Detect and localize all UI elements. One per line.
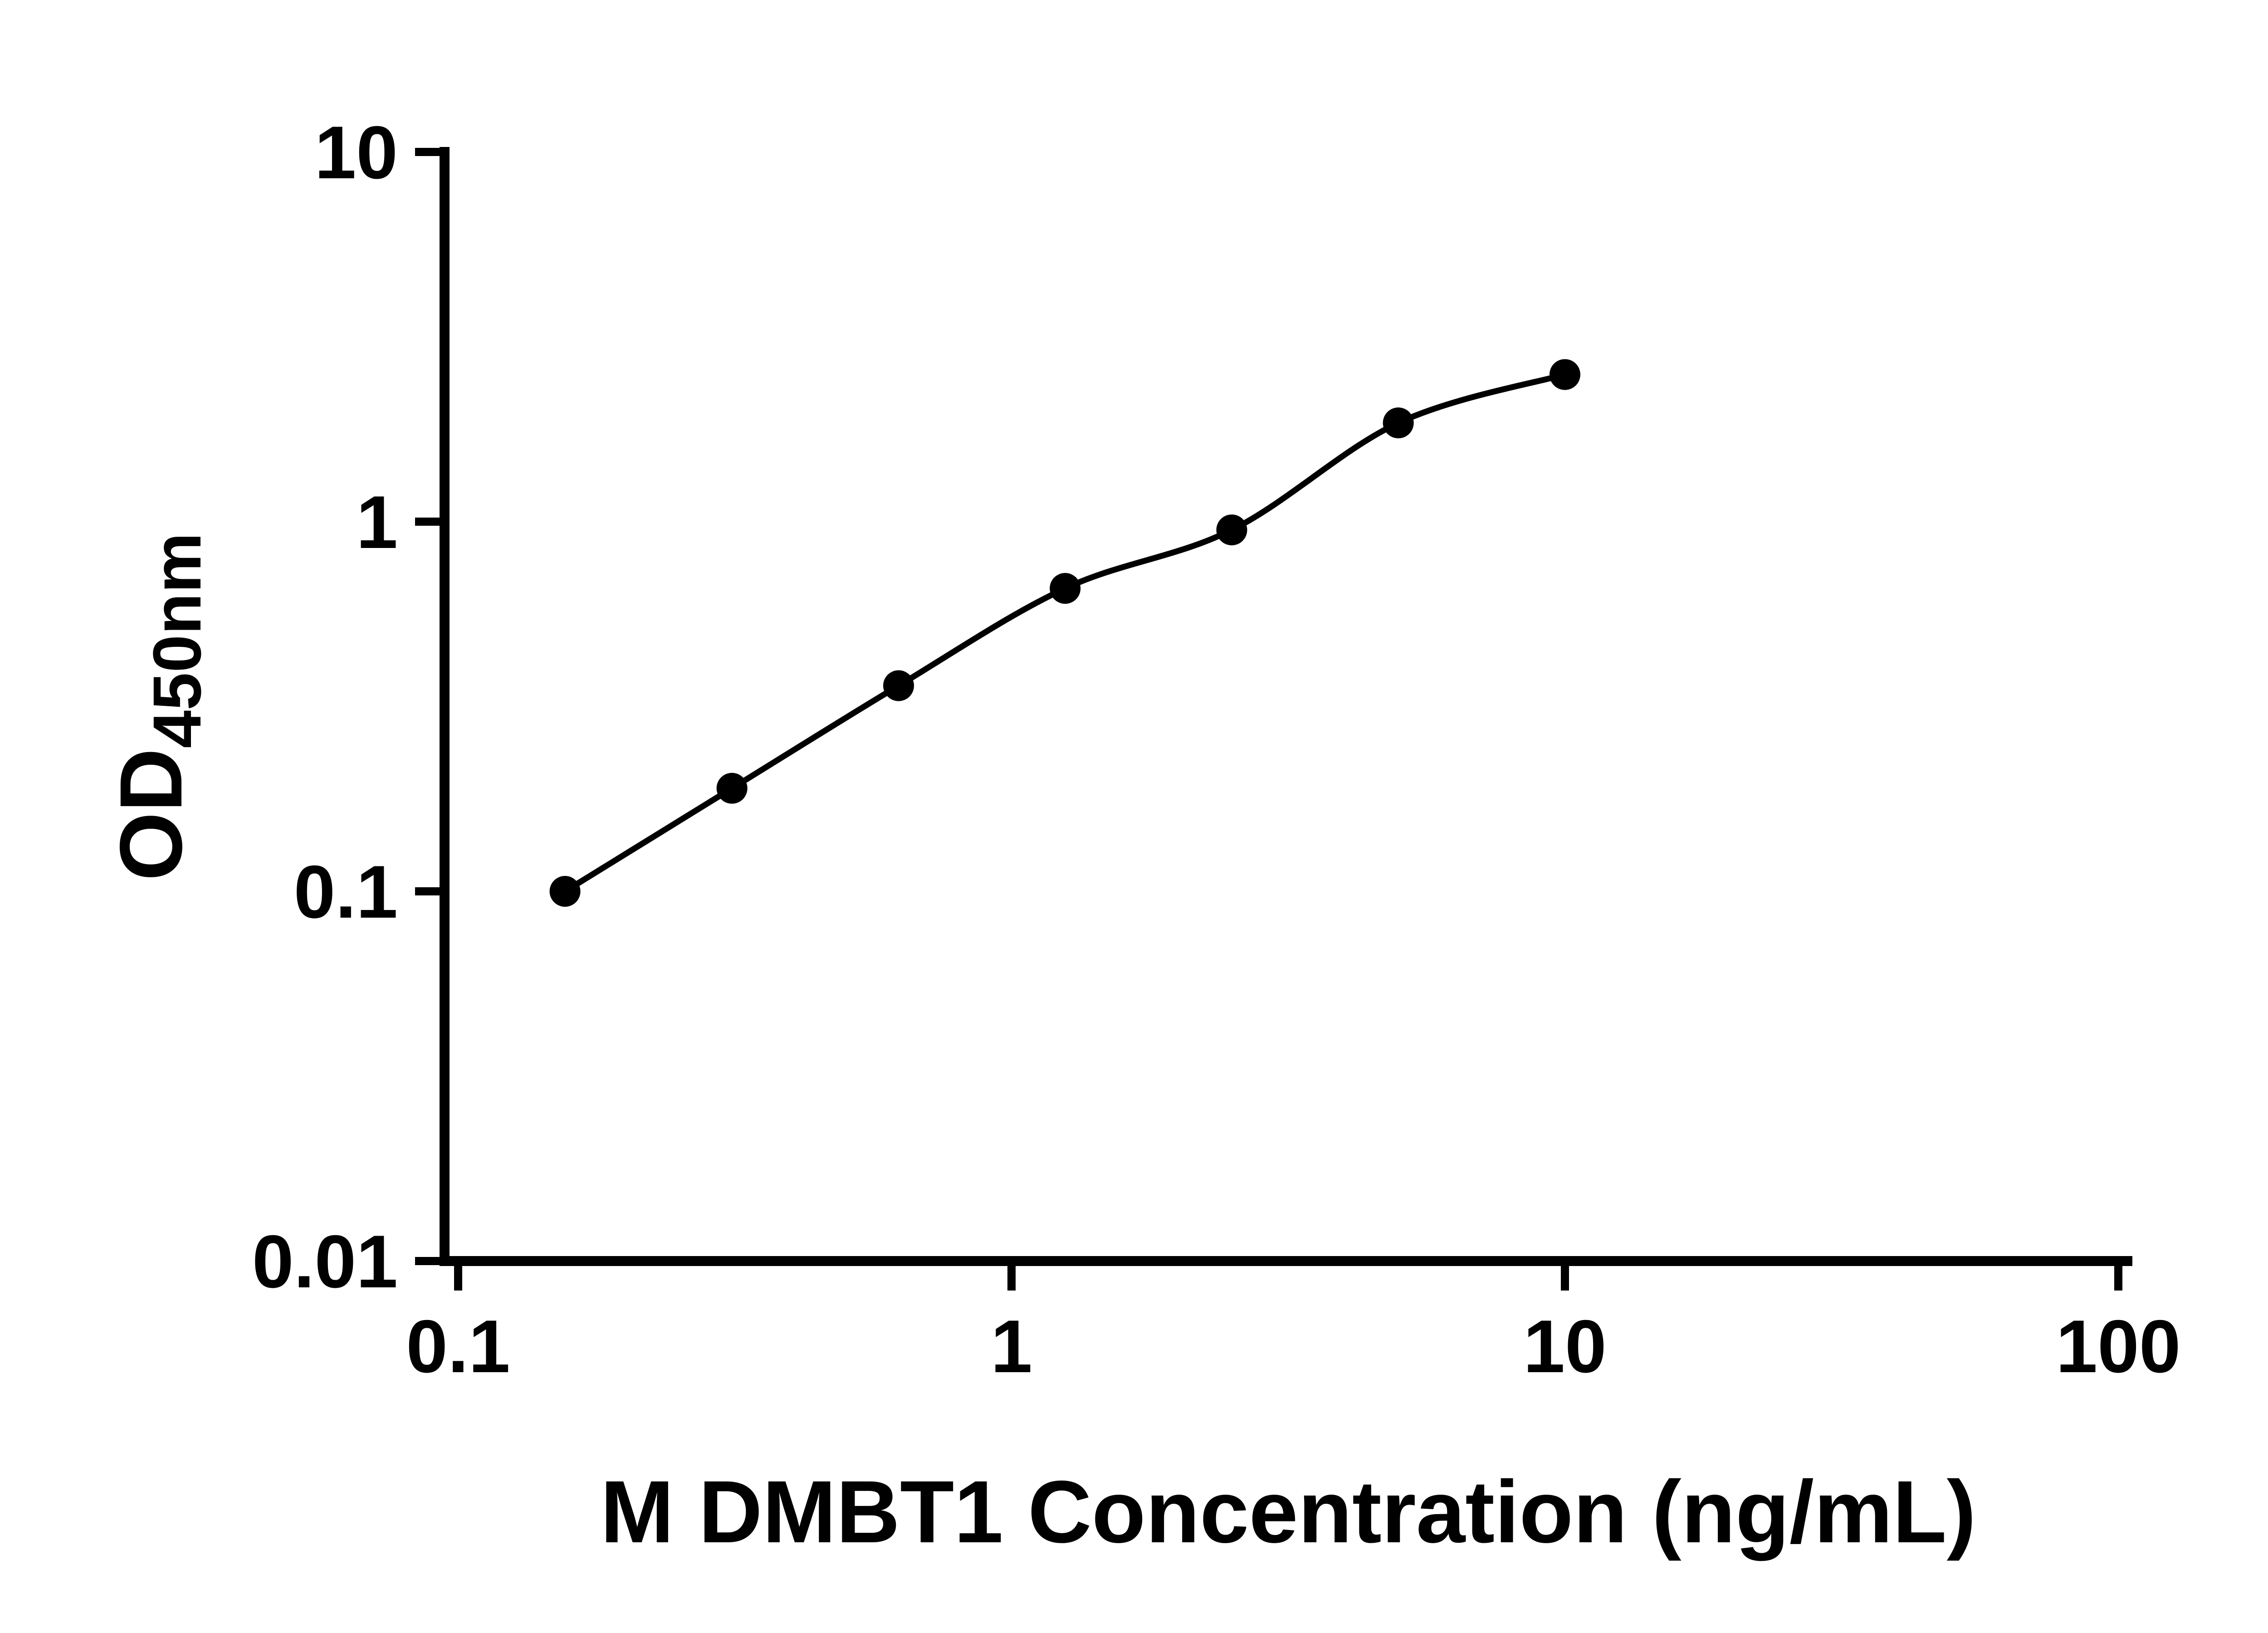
x-axis-tick-label: 1 xyxy=(991,1305,1032,1388)
data-point xyxy=(549,876,581,907)
y-axis-title-subscript: 450nm xyxy=(139,533,215,748)
data-point xyxy=(1383,407,1414,439)
y-axis-tick-label: 10 xyxy=(314,111,398,194)
x-axis-tick-label: 10 xyxy=(1523,1305,1607,1388)
x-axis-title: M DMBT1 Concentration (ng/mL) xyxy=(600,1462,1976,1561)
x-axis-tick-label: 100 xyxy=(2056,1305,2180,1388)
y-axis-tick-label: 0.01 xyxy=(252,1220,398,1303)
data-point xyxy=(716,772,748,804)
series-layer xyxy=(549,359,1580,907)
x-axis-tick-label: 0.1 xyxy=(406,1305,510,1388)
data-point xyxy=(1050,573,1081,604)
y-axis-title: OD450nm xyxy=(102,533,215,881)
axes-layer xyxy=(440,147,2132,1266)
y-axis-tick-label: 1 xyxy=(356,480,398,564)
data-point xyxy=(1216,514,1247,546)
tick-layer xyxy=(415,148,2122,1291)
y-axis-title-main: OD xyxy=(102,748,200,881)
fitted-curve xyxy=(563,372,1566,894)
data-point xyxy=(883,670,914,701)
data-point xyxy=(1549,359,1580,390)
y-axis-tick-label: 0.1 xyxy=(294,850,398,934)
